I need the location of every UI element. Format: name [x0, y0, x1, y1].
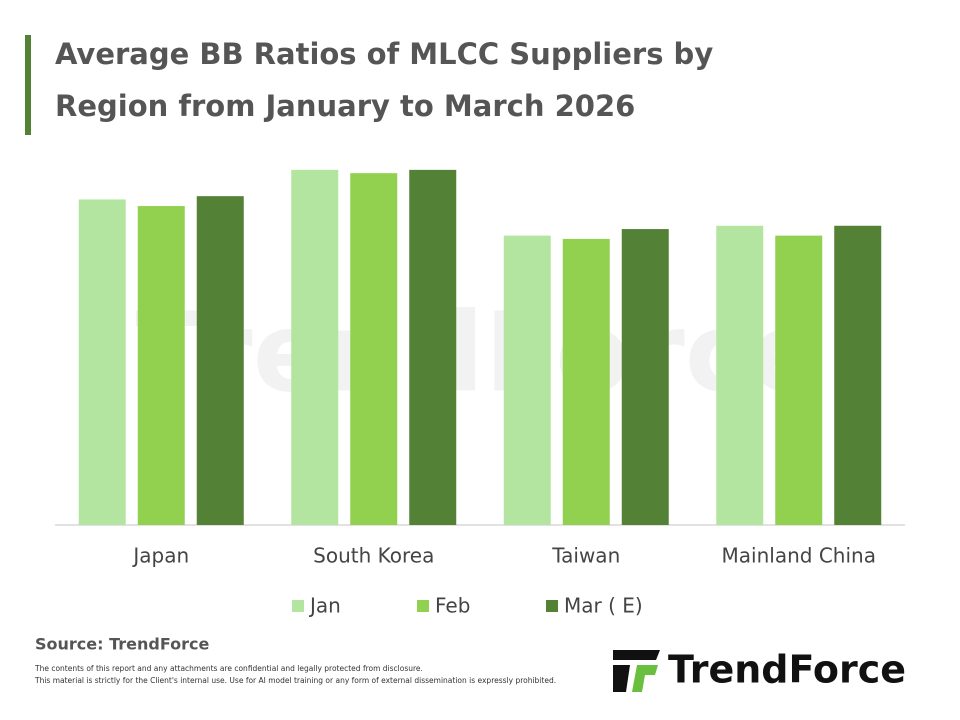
- bar: [716, 225, 764, 526]
- chart-title: Region from January to March 2026: [55, 89, 635, 123]
- bar: [562, 238, 610, 525]
- source: Source: TrendForce: [35, 635, 209, 654]
- x-tick-label: Mainland China: [722, 544, 876, 568]
- bar: [350, 173, 398, 526]
- legend-label: Feb: [435, 594, 470, 618]
- x-tick-label: Taiwan: [551, 544, 620, 568]
- x-tick-label: South Korea: [313, 544, 434, 568]
- legend-swatch: [292, 600, 304, 612]
- bar: [834, 225, 882, 526]
- bar: [291, 169, 339, 525]
- chart-title: Average BB Ratios of MLCC Suppliers by: [55, 37, 713, 71]
- legend-swatch: [546, 600, 558, 612]
- x-tick-label: Japan: [131, 544, 189, 568]
- bar: [503, 235, 551, 526]
- legend-swatch: [417, 600, 429, 612]
- bar: [621, 229, 669, 525]
- bar: [137, 206, 185, 525]
- bar: [78, 199, 126, 525]
- disclaimer: This material is strictly for the Client…: [34, 676, 556, 685]
- legend-label: Mar ( E): [564, 594, 643, 618]
- title-accent: [25, 35, 31, 135]
- bar: [775, 235, 823, 526]
- watermark: TrendForce: [135, 288, 824, 416]
- legend-label: Jan: [308, 594, 341, 618]
- disclaimer: The contents of this report and any atta…: [34, 664, 423, 673]
- bar: [196, 196, 244, 525]
- bar: [409, 169, 457, 525]
- logo-icon: [613, 650, 660, 692]
- logo-text: TrendForce: [668, 648, 906, 692]
